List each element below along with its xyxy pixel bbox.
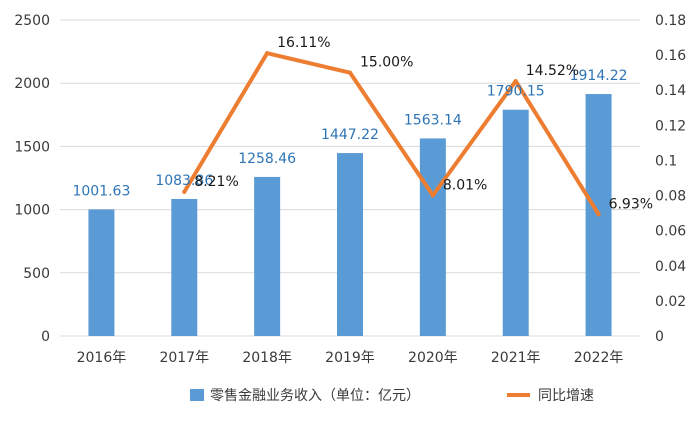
x-axis: 2016年 2017年 2018年 2019年 2020年 2021年 2022年	[77, 350, 624, 366]
line-data-label: 16.11%	[277, 35, 330, 51]
bar-data-label: 1790.15	[487, 84, 545, 100]
bar	[502, 109, 529, 336]
x-tick-label: 2019年	[325, 350, 375, 366]
line-point	[182, 189, 187, 194]
bar	[337, 153, 363, 336]
line-point	[430, 193, 435, 198]
growth-line	[182, 51, 601, 217]
x-tick-label: 2018年	[242, 350, 292, 366]
y-right-tick-label: 0.12	[655, 118, 686, 134]
bar	[419, 138, 446, 336]
x-tick-label: 2020年	[408, 350, 458, 366]
line-point	[265, 51, 270, 56]
line-point	[596, 212, 601, 217]
line-data-label: 8.21%	[194, 174, 238, 190]
y-left-tick-label: 2500	[14, 13, 50, 29]
bar-data-label: 1258.46	[238, 151, 296, 167]
x-tick-label: 2021年	[491, 350, 541, 366]
y-left-tick-label: 0	[41, 329, 50, 345]
x-tick-label: 2022年	[574, 350, 624, 366]
y-right-tick-label: 0.16	[655, 48, 686, 64]
line-data-label: 14.52%	[526, 63, 579, 79]
line-data-label: 6.93%	[609, 196, 653, 212]
legend: 零售金融业务收入（单位：亿元） 同比增速	[190, 388, 594, 404]
y-right-tick-label: 0	[655, 329, 664, 345]
y-axis-right: 0 0.02 0.04 0.06 0.08 0.1 0.12 0.14 0.16 0.18	[655, 13, 686, 345]
bar-data-label: 1914.22	[570, 68, 628, 84]
x-tick-label: 2016年	[77, 350, 127, 366]
y-left-tick-label: 500	[23, 266, 50, 282]
bar	[88, 209, 115, 336]
legend-line-label: 同比增速	[538, 388, 594, 404]
y-right-tick-label: 0.06	[655, 224, 686, 240]
line-point	[348, 70, 352, 75]
bar-data-label: 1001.63	[72, 183, 130, 199]
y-axis-left: 0 500 1000 1500 2000 2500	[14, 13, 50, 345]
bar-data-label: 1563.14	[404, 112, 462, 128]
y-right-tick-label: 0.08	[655, 189, 686, 205]
bar-data-label: 1447.22	[321, 127, 379, 143]
line-point	[513, 79, 518, 84]
y-right-tick-label: 0.1	[655, 153, 677, 169]
y-left-tick-label: 1000	[14, 203, 50, 219]
x-tick-label: 2017年	[159, 350, 209, 366]
data-labels: 1001.63 1083.86 1258.46 1447.22 1563.14 1790.…	[72, 35, 653, 212]
bar-data-label: 1083.86	[155, 173, 213, 189]
bar-series	[88, 94, 612, 336]
bar	[254, 176, 281, 336]
bar	[171, 199, 198, 336]
y-left-tick-label: 2000	[14, 76, 50, 92]
line-series	[182, 51, 601, 217]
line-data-label: 8.01%	[443, 177, 487, 193]
y-right-tick-label: 0.02	[655, 294, 686, 310]
y-right-tick-label: 0.18	[655, 13, 686, 29]
y-right-tick-label: 0.04	[655, 259, 686, 275]
y-right-tick-label: 0.14	[655, 83, 686, 99]
legend-bar-label: 零售金融业务收入（单位：亿元）	[210, 388, 420, 404]
line-data-label: 15.00%	[360, 55, 413, 71]
legend-bar-swatch	[190, 389, 204, 401]
y-left-tick-label: 1500	[14, 139, 50, 155]
